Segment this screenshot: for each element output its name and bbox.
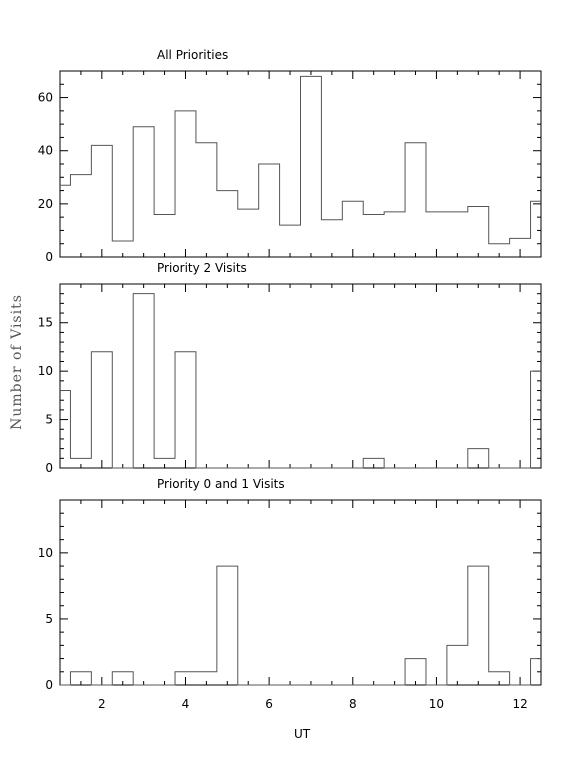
x-tick-label: 10 [429, 697, 444, 711]
histogram-bin [321, 220, 342, 257]
panel-3: Priority 0 and 1 Visits 0 5 10 [38, 477, 542, 692]
histogram-bin [217, 566, 238, 685]
histogram-bin [363, 214, 384, 257]
histogram-bin [70, 175, 91, 257]
y-tick-label: 10 [38, 364, 53, 378]
histogram-bin [259, 164, 280, 257]
histogram-bin [217, 191, 238, 257]
histogram-outline [60, 293, 541, 469]
panel-title: Priority 0 and 1 Visits [157, 477, 285, 491]
histogram-bin [60, 185, 70, 257]
y-tick-label: 5 [45, 413, 53, 427]
x-tick-label: 4 [182, 697, 190, 711]
histogram-bin [133, 127, 154, 257]
y-tick-label: 0 [45, 461, 53, 475]
histogram-outline [60, 75, 541, 245]
y-axis-label: Number of Visits [9, 294, 25, 430]
y-tick-label: 15 [38, 316, 53, 330]
histogram-bin [154, 214, 175, 257]
histogram-outline [60, 565, 541, 686]
y-tick-label: 0 [45, 250, 53, 264]
histogram-bin [238, 209, 259, 257]
x-tick-label: 2 [98, 697, 106, 711]
histogram-bin [133, 294, 154, 468]
x-tick-label: 8 [349, 697, 357, 711]
panel-1: All Priorities 0 20 40 60 [38, 48, 542, 264]
histogram-bin [301, 76, 322, 257]
histogram-bin [280, 225, 301, 257]
panel-2: Priority 2 Visits 0 5 10 15 [38, 261, 542, 475]
histogram-bin [447, 645, 468, 685]
histogram-bin [468, 566, 489, 685]
histogram-bin [531, 201, 541, 257]
plot-frame [59, 499, 542, 686]
y-tick-label: 40 [38, 144, 53, 158]
histogram-bin [91, 352, 112, 468]
histogram-bin [468, 207, 489, 257]
histogram-bin [342, 201, 363, 257]
x-tick-label: 6 [265, 697, 273, 711]
y-tick-label: 10 [38, 546, 53, 560]
histogram-bin [175, 352, 196, 468]
histogram-bin [405, 143, 426, 257]
panel-title: All Priorities [157, 48, 228, 62]
y-tick-label: 0 [45, 678, 53, 692]
y-tick-label: 5 [45, 612, 53, 626]
y-tick-label: 60 [38, 91, 53, 105]
histogram-bin [175, 111, 196, 257]
panel-title: Priority 2 Visits [157, 261, 247, 275]
y-tick-label: 20 [38, 197, 53, 211]
histogram-bin [384, 212, 405, 257]
plot-frame [59, 283, 542, 469]
histogram-bin [196, 143, 217, 257]
x-tick-label: 12 [512, 697, 527, 711]
histogram-bin [91, 145, 112, 257]
histogram-bin [447, 212, 468, 257]
x-axis-label: UT [294, 727, 311, 741]
